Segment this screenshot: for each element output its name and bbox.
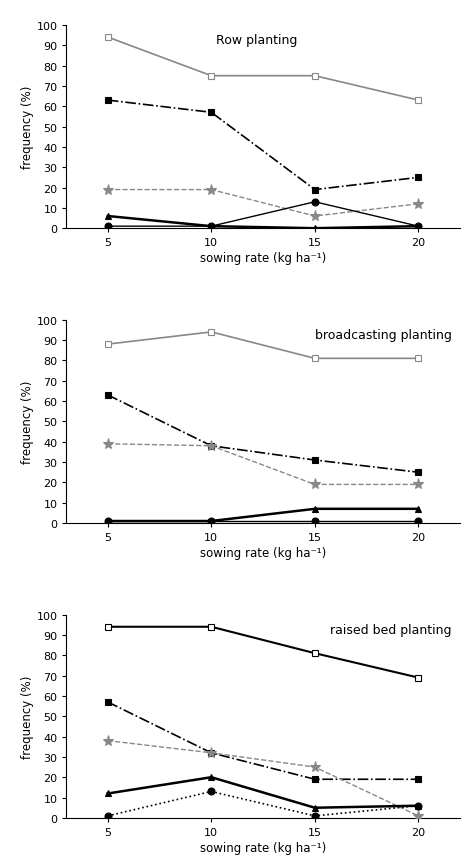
Y-axis label: frequency (%): frequency (%) <box>20 675 34 758</box>
Text: Row planting: Row planting <box>216 34 297 47</box>
Y-axis label: frequency (%): frequency (%) <box>20 86 34 169</box>
X-axis label: sowing rate (kg ha⁻¹): sowing rate (kg ha⁻¹) <box>200 841 326 854</box>
Text: raised bed planting: raised bed planting <box>330 623 452 636</box>
Text: broadcasting planting: broadcasting planting <box>315 328 452 342</box>
X-axis label: sowing rate (kg ha⁻¹): sowing rate (kg ha⁻¹) <box>200 252 326 265</box>
X-axis label: sowing rate (kg ha⁻¹): sowing rate (kg ha⁻¹) <box>200 547 326 560</box>
Y-axis label: frequency (%): frequency (%) <box>20 381 34 463</box>
